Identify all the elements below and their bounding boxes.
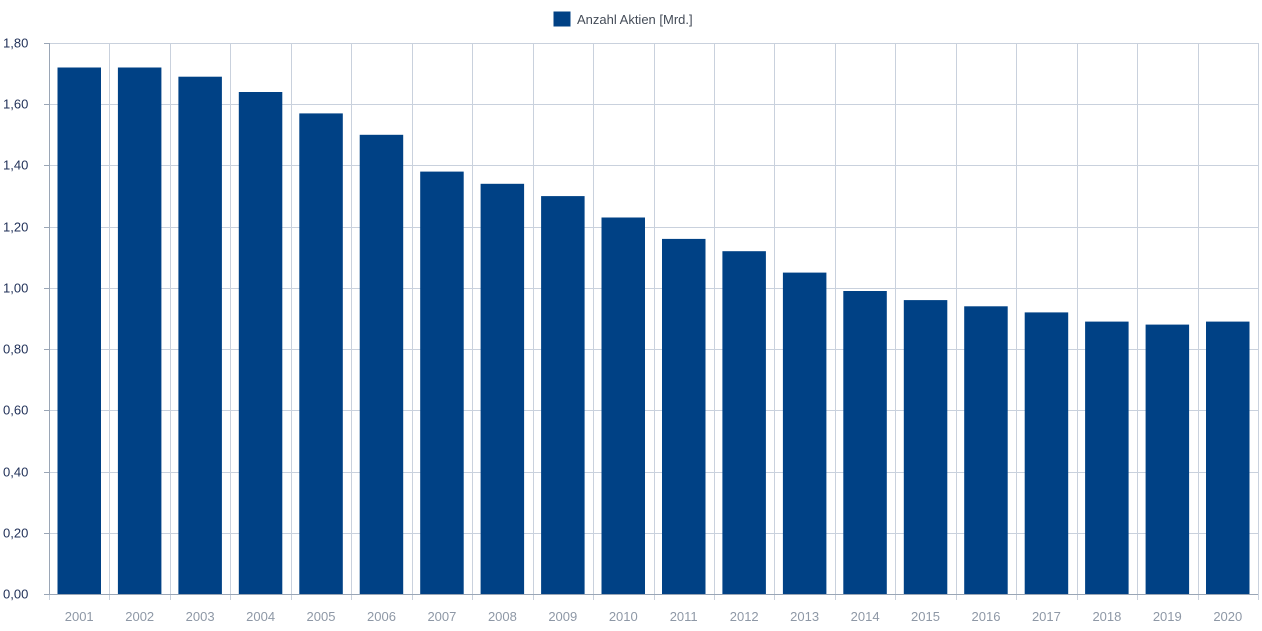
x-tick-label: 2010 bbox=[609, 609, 638, 624]
x-tick-label: 2020 bbox=[1213, 609, 1242, 624]
x-tick-label: 2006 bbox=[367, 609, 396, 624]
x-tick-label: 2002 bbox=[125, 609, 154, 624]
bar-2016[interactable] bbox=[964, 306, 1008, 594]
bar-2007[interactable] bbox=[420, 171, 464, 594]
x-tick-label: 2013 bbox=[790, 609, 819, 624]
bar-2014[interactable] bbox=[843, 291, 887, 594]
y-tick-label: 1,20 bbox=[3, 220, 28, 235]
x-tick-label: 2016 bbox=[972, 609, 1001, 624]
x-tick-label: 2019 bbox=[1153, 609, 1182, 624]
x-tick-label: 2017 bbox=[1032, 609, 1061, 624]
bar-2018[interactable] bbox=[1085, 321, 1129, 594]
grid bbox=[49, 43, 1259, 600]
bar-2004[interactable] bbox=[238, 92, 283, 594]
bar-2017[interactable] bbox=[1024, 312, 1069, 594]
bars bbox=[57, 67, 1250, 595]
x-tick-label: 2001 bbox=[65, 609, 94, 624]
y-axis-ticks: 0,00 0,20 0,40 0,60 0,80 1,00 1,20 1,40 1,60 1,80 bbox=[3, 36, 28, 602]
x-tick-label: 2015 bbox=[911, 609, 940, 624]
y-tick-label: 1,40 bbox=[3, 158, 28, 173]
bar-2002[interactable] bbox=[117, 67, 162, 595]
x-tick-label: 2018 bbox=[1092, 609, 1121, 624]
y-tick-label: 0,20 bbox=[3, 526, 28, 541]
bar-2013[interactable] bbox=[782, 272, 827, 594]
x-tick-label: 2004 bbox=[246, 609, 275, 624]
y-tick-label: 0,00 bbox=[3, 587, 28, 602]
bar-2010[interactable] bbox=[601, 217, 646, 595]
y-tick-label: 1,80 bbox=[3, 36, 28, 51]
bar-2012[interactable] bbox=[722, 251, 766, 594]
bar-2015[interactable] bbox=[903, 300, 948, 594]
bar-2001[interactable] bbox=[57, 67, 102, 595]
x-tick-label: 2014 bbox=[851, 609, 880, 624]
y-tick-label: 0,60 bbox=[3, 403, 28, 418]
x-tick-label: 2005 bbox=[307, 609, 336, 624]
y-tick-label: 0,40 bbox=[3, 465, 28, 480]
y-tick-label: 0,80 bbox=[3, 342, 28, 357]
legend[interactable]: Anzahl Aktien [Mrd.] bbox=[552, 10, 693, 28]
bar-2005[interactable] bbox=[299, 113, 343, 595]
x-axis-ticks: 2001 2002 2003 2004 2005 2006 2007 2008 2009 2010… bbox=[65, 609, 1243, 624]
x-tick-label: 2007 bbox=[427, 609, 456, 624]
legend-label: Anzahl Aktien [Mrd.] bbox=[577, 12, 693, 27]
bar-2003[interactable] bbox=[178, 76, 222, 594]
axes bbox=[44, 43, 1258, 595]
x-tick-label: 2011 bbox=[670, 609, 698, 624]
x-tick-label: 2012 bbox=[730, 609, 759, 624]
legend-swatch bbox=[552, 10, 572, 28]
bar-2011[interactable] bbox=[662, 238, 706, 594]
y-tick-label: 1,00 bbox=[3, 281, 28, 296]
bar-2006[interactable] bbox=[359, 134, 404, 595]
x-tick-label: 2003 bbox=[186, 609, 215, 624]
x-tick-label: 2009 bbox=[548, 609, 577, 624]
bar-2008[interactable] bbox=[480, 183, 525, 595]
bar-2009[interactable] bbox=[541, 196, 585, 594]
x-tick-label: 2008 bbox=[488, 609, 517, 624]
bar-2020[interactable] bbox=[1206, 321, 1250, 594]
bar-2019[interactable] bbox=[1145, 324, 1190, 594]
y-tick-label: 1,60 bbox=[3, 97, 28, 112]
